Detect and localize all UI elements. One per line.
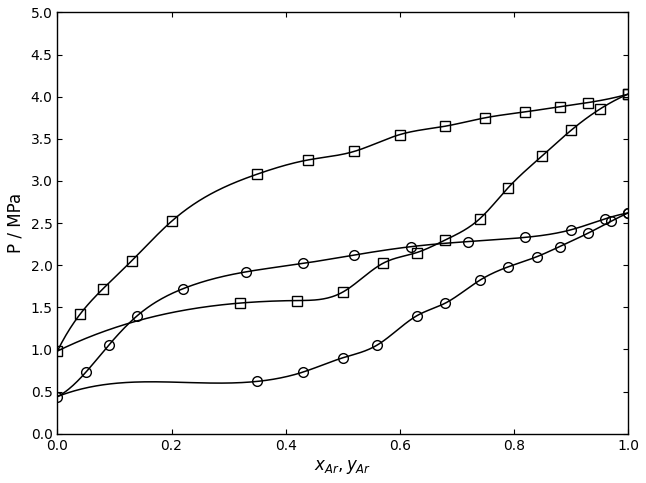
Y-axis label: P / MPa: P / MPa xyxy=(7,193,25,253)
X-axis label: $x_{Ar},y_{Ar}$: $x_{Ar},y_{Ar}$ xyxy=(314,458,371,476)
